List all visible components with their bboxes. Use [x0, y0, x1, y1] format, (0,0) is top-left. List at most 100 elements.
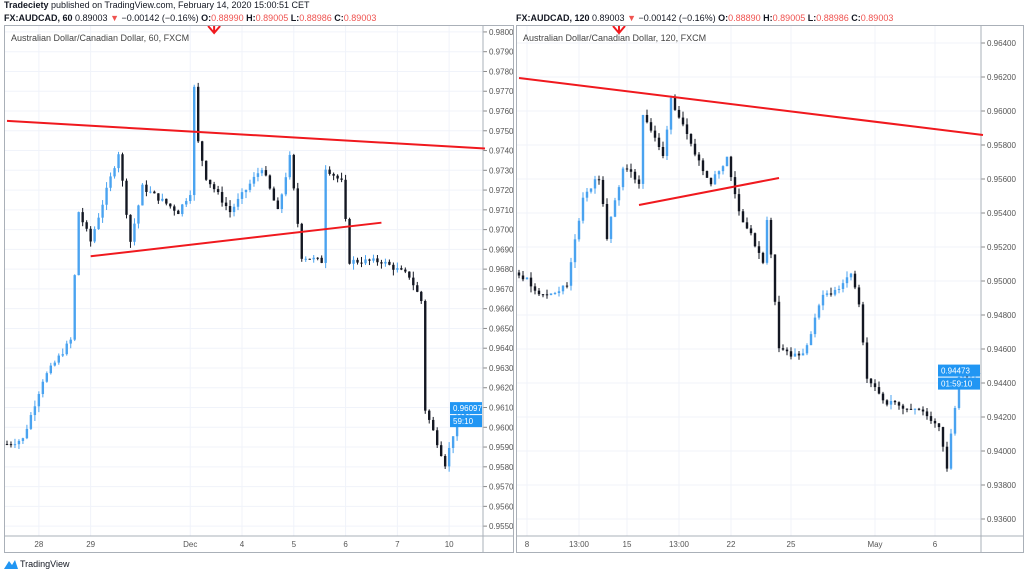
candle-body — [561, 285, 565, 292]
current-price-label: 0.96097 — [453, 404, 482, 413]
y-tick-label: 0.95600 — [987, 175, 1016, 184]
candle-body — [185, 201, 188, 205]
candle-body — [177, 210, 180, 215]
candle-body — [677, 109, 681, 118]
candle-body — [717, 171, 721, 175]
candle-body — [893, 401, 897, 403]
candle-body — [573, 239, 577, 263]
candle-body — [857, 287, 861, 305]
candle-body — [21, 438, 25, 441]
candle-body — [212, 184, 216, 190]
candle-body — [264, 170, 268, 176]
candle-body — [909, 408, 913, 410]
y-tick-label: 0.95200 — [987, 243, 1016, 252]
candle-body — [308, 258, 311, 260]
tradingview-logo-icon — [4, 560, 18, 569]
candle-body — [521, 275, 525, 280]
publisher-user[interactable]: Tradeciety — [4, 0, 49, 10]
candle-body — [549, 293, 553, 296]
candle-body — [109, 176, 112, 188]
open-value: 0.88990 — [211, 13, 244, 23]
candle-body — [905, 408, 909, 410]
candle-body — [45, 373, 49, 382]
y-tick-label: 0.94400 — [987, 379, 1016, 388]
candle-body — [917, 408, 921, 410]
candle-body — [272, 188, 276, 201]
candle-body — [260, 170, 264, 174]
candle-body — [693, 143, 697, 155]
candle-body — [645, 114, 649, 123]
candle-body — [885, 400, 889, 405]
candle-body — [133, 223, 136, 242]
candle-body — [761, 252, 765, 263]
down-arrow-icon — [612, 26, 626, 35]
x-tick-label: 15 — [623, 540, 632, 549]
high-value: 0.89005 — [772, 13, 806, 23]
candle-body — [284, 177, 288, 195]
candle-body — [153, 191, 156, 194]
candle-body — [121, 154, 124, 181]
candle-body — [9, 444, 13, 446]
candle-body — [29, 415, 33, 429]
y-tick-label: 0.96200 — [987, 73, 1016, 82]
candle-body — [925, 411, 929, 417]
candle-body — [280, 194, 284, 210]
candle-body — [5, 444, 9, 446]
candle-body — [565, 285, 569, 287]
chart-pane[interactable]: 0.96400 0.96200 0.96000 0.95800 0.95600 0.954… — [516, 25, 1024, 553]
y-tick-label: 0.96400 — [489, 344, 513, 353]
candle-body — [65, 343, 68, 355]
candle-body — [145, 184, 148, 192]
candle-body — [93, 229, 96, 242]
candle-body — [224, 202, 228, 207]
candle-body — [204, 160, 208, 180]
candle-body — [785, 349, 789, 352]
candle-body — [633, 171, 637, 180]
candle-body — [388, 261, 391, 265]
candle-body — [49, 365, 53, 374]
candle-body — [73, 275, 76, 340]
candle-body — [721, 166, 725, 172]
candle-body — [364, 259, 367, 264]
candle-body — [25, 428, 29, 439]
tradingview-logo[interactable]: TradingView — [4, 559, 70, 569]
candle-body — [705, 171, 709, 178]
candle-body — [447, 447, 451, 467]
y-tick-label: 0.94800 — [987, 311, 1016, 320]
x-tick-label: 8 — [525, 540, 530, 549]
candle-body — [813, 317, 817, 335]
y-tick-label: 0.95600 — [489, 502, 513, 511]
candle-body — [451, 436, 455, 448]
candle-body — [432, 419, 435, 431]
last-price: 0.89003 — [592, 13, 625, 23]
candle-body — [545, 294, 549, 296]
candle-body — [625, 168, 629, 170]
candle-body — [533, 286, 537, 291]
candle-body — [649, 122, 653, 131]
candle-body — [781, 348, 785, 350]
candle-body — [200, 141, 204, 161]
candle-body — [376, 258, 379, 263]
candle-body — [232, 206, 236, 213]
candle-body — [749, 228, 753, 234]
candle-body — [889, 401, 893, 405]
high-value: 0.89005 — [255, 13, 289, 23]
y-tick-label: 0.94600 — [987, 345, 1016, 354]
candle-body — [220, 192, 224, 203]
candle-body — [137, 205, 140, 224]
candle-body — [324, 169, 327, 263]
candle-body — [352, 259, 355, 264]
candle-body — [825, 293, 829, 295]
candle-body — [849, 273, 853, 278]
candle-body — [537, 290, 541, 295]
candle-body — [157, 193, 160, 201]
candle-body — [428, 410, 431, 420]
symbol-header: FX:AUDCAD, 60 0.89003 ▼ −0.00142 (−0.16%… — [4, 13, 377, 23]
